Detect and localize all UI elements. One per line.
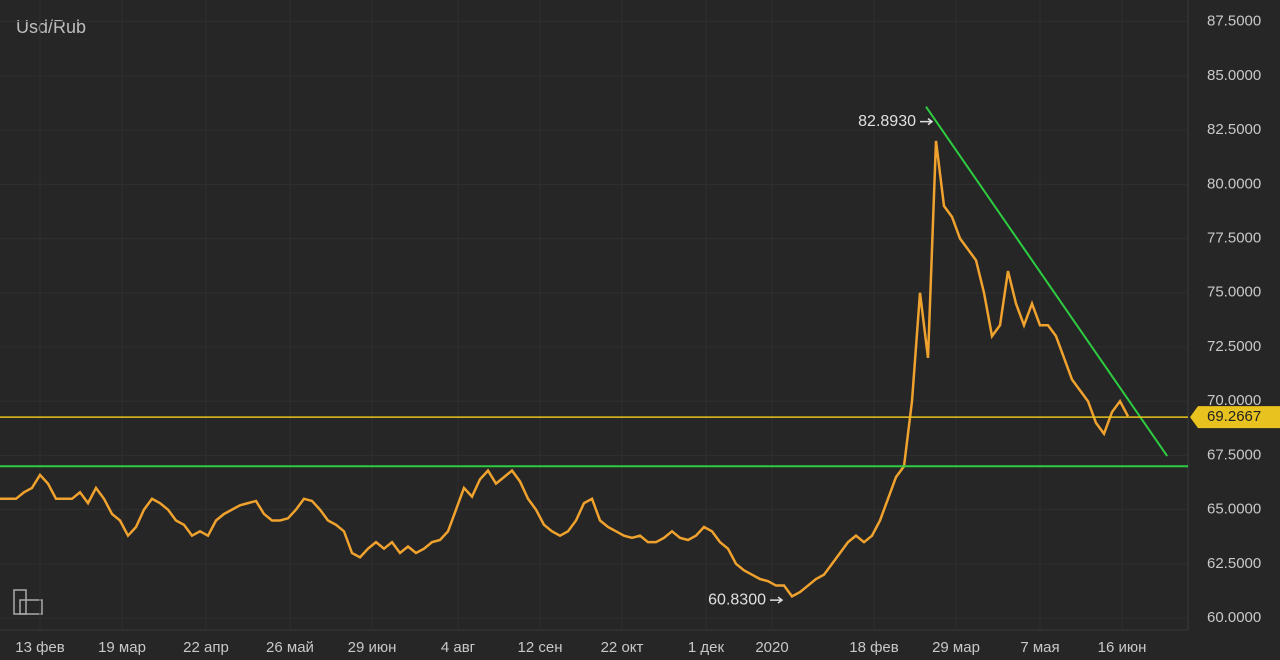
y-tick-label: 60.0000 [1207, 609, 1261, 626]
annotation-label: 60.8300 [708, 591, 766, 608]
x-tick-label: 19 мар [98, 639, 146, 656]
x-tick-label: 22 апр [183, 639, 229, 656]
annotation-label: 82.8930 [858, 113, 916, 130]
x-tick-label: 1 дек [688, 639, 725, 656]
y-tick-label: 75.0000 [1207, 284, 1261, 301]
y-tick-label: 77.5000 [1207, 230, 1261, 247]
current-price-tag [1190, 406, 1280, 429]
x-tick-label: 12 сен [518, 639, 563, 656]
x-tick-label: 29 мар [932, 639, 980, 656]
y-tick-label: 67.5000 [1207, 446, 1261, 463]
x-tick-label: 18 фев [849, 639, 899, 656]
x-tick-label: 4 авг [441, 639, 476, 656]
y-tick-label: 80.0000 [1207, 175, 1261, 192]
current-price-label: 69.2667 [1207, 408, 1261, 425]
y-tick-label: 82.5000 [1207, 121, 1261, 138]
y-tick-label: 87.5000 [1207, 13, 1261, 30]
trend-line [925, 106, 1169, 457]
chart-title: Usd/Rub [16, 17, 86, 37]
x-tick-label: 7 мая [1020, 639, 1059, 656]
y-tick-label: 72.5000 [1207, 338, 1261, 355]
annotation-arrow [770, 596, 784, 604]
x-tick-label: 13 фев [15, 639, 65, 656]
annotation-arrow [920, 117, 934, 126]
x-tick-label: 29 июн [348, 639, 397, 656]
layout-icon [13, 589, 43, 615]
y-tick-label: 62.5000 [1207, 555, 1261, 572]
x-tick-label: 22 окт [601, 639, 644, 656]
price-line [0, 140, 1130, 599]
x-tick-label: 16 июн [1098, 639, 1147, 656]
y-tick-label: 70.0000 [1207, 392, 1261, 409]
x-tick-label: 26 май [266, 639, 314, 656]
y-tick-label: 85.0000 [1207, 67, 1261, 84]
x-tick-label: 2020 [755, 639, 788, 656]
y-tick-label: 65.0000 [1207, 501, 1261, 518]
